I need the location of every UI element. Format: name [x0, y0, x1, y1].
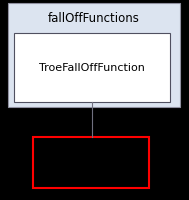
- Text: TroeFallOffFunction: TroeFallOffFunction: [39, 63, 145, 73]
- FancyBboxPatch shape: [33, 137, 149, 188]
- Text: fallOffFunctions: fallOffFunctions: [48, 12, 140, 24]
- FancyBboxPatch shape: [14, 34, 170, 102]
- FancyBboxPatch shape: [8, 4, 180, 107]
